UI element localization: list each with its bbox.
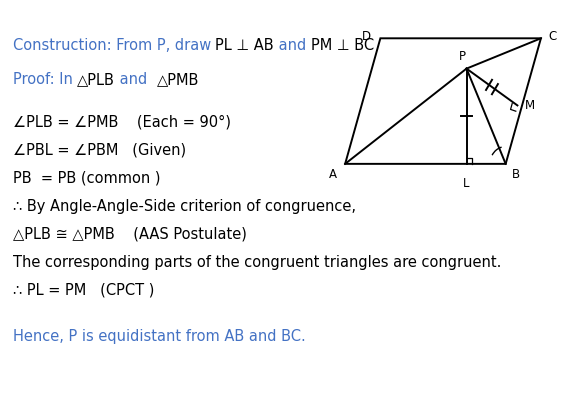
Text: ∠PLB = ∠PMB    (Each = 90°): ∠PLB = ∠PMB (Each = 90°) [13,114,230,130]
Text: △PMB: △PMB [156,72,199,88]
Text: PM ⊥ BC: PM ⊥ BC [311,38,374,54]
Text: ∠PBL = ∠PBM   (Given): ∠PBL = ∠PBM (Given) [13,142,186,158]
Text: PL ⊥ AB: PL ⊥ AB [215,38,274,54]
Text: Construction: From P, draw: Construction: From P, draw [13,38,215,54]
Text: C: C [548,30,557,43]
Text: M: M [525,99,535,112]
Text: L: L [463,177,470,190]
Text: P: P [459,50,466,63]
Text: ∴ By Angle-Angle-Side criterion of congruence,: ∴ By Angle-Angle-Side criterion of congr… [13,198,356,214]
Text: B: B [511,168,520,181]
Text: The corresponding parts of the congruent triangles are congruent.: The corresponding parts of the congruent… [13,254,501,270]
Text: △PLB ≅ △PMB    (AAS Postulate): △PLB ≅ △PMB (AAS Postulate) [13,226,246,242]
Text: ∴ PL = PM   (CPCT ): ∴ PL = PM (CPCT ) [13,282,154,298]
Text: and: and [274,38,311,54]
Text: Hence, P is equidistant from AB and BC.: Hence, P is equidistant from AB and BC. [13,328,305,344]
Text: Proof: In: Proof: In [13,72,77,88]
Text: and: and [115,72,156,88]
Text: PB  = PB (common ): PB = PB (common ) [13,170,160,186]
Text: D: D [362,30,371,43]
Text: A: A [329,168,337,181]
Text: △PLB: △PLB [77,72,115,88]
